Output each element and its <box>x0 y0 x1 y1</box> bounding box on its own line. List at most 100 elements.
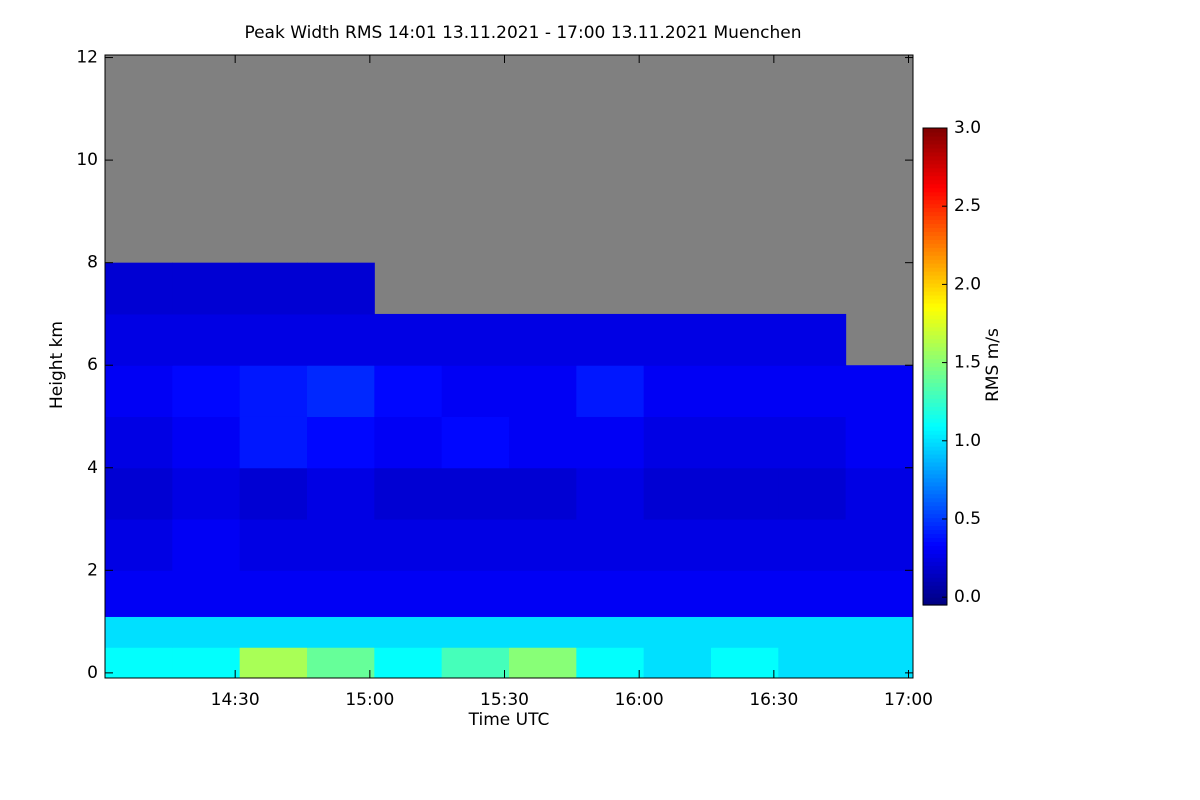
colorbar-segment <box>923 533 947 539</box>
colorbar-segment <box>923 183 947 189</box>
colorbar-segment <box>923 402 947 407</box>
colorbar-segment <box>923 390 947 395</box>
heatmap-cell <box>239 570 308 617</box>
heatmap-cell <box>509 519 577 571</box>
colorbar-segment <box>923 422 947 427</box>
colorbar-segment <box>923 287 947 292</box>
colorbar-segment <box>923 449 947 455</box>
colorbar-segment <box>923 342 947 348</box>
colorbar-segment <box>923 473 947 479</box>
heatmap-cell <box>441 416 510 469</box>
heatmap-cell <box>643 313 712 366</box>
colorbar-segment <box>923 279 947 284</box>
colorbar-segment <box>923 251 947 256</box>
heatmap-cell <box>374 313 443 366</box>
heatmap-cell <box>307 616 375 648</box>
heatmap-cell <box>778 313 847 366</box>
colorbar-segment <box>923 187 947 193</box>
colorbar-segment <box>923 426 947 431</box>
colorbar-segment <box>923 418 947 423</box>
heatmap-cell <box>105 365 173 417</box>
heatmap-cell <box>576 467 645 520</box>
colorbar-segment <box>923 175 947 181</box>
colorbar-segment <box>923 151 947 157</box>
heatmap-cell <box>441 313 510 366</box>
heatmap-cell <box>711 647 779 679</box>
heatmap-cell <box>172 519 241 571</box>
heatmap-cell <box>374 467 443 520</box>
colorbar-segment <box>923 585 947 590</box>
colorbar-segment <box>923 382 947 387</box>
heatmap-cell <box>105 519 173 571</box>
heatmap-cell <box>845 570 914 617</box>
heatmap-cell <box>105 262 173 315</box>
colorbar-segment <box>923 370 947 376</box>
colorbar-segment <box>923 167 947 173</box>
heatmap-cell <box>643 519 712 571</box>
colorbar-segment <box>923 326 947 332</box>
colorbar-tick-label: 2.5 <box>954 196 981 216</box>
heatmap-cell <box>441 467 510 520</box>
x-tick-label: 16:00 <box>615 690 664 710</box>
colorbar-segment <box>923 191 947 197</box>
chart-title: Peak Width RMS 14:01 13.11.2021 - 17:00 … <box>244 23 801 43</box>
heatmap-cell <box>239 616 308 648</box>
heatmap-cell <box>172 313 241 366</box>
heatmap-cell <box>172 467 241 520</box>
colorbar-segment <box>923 195 947 201</box>
heatmap-cell <box>172 570 241 617</box>
colorbar-segment <box>923 394 947 399</box>
colorbar-segment <box>923 219 947 224</box>
colorbar-segment <box>923 557 947 562</box>
heatmap-cell <box>307 365 375 417</box>
colorbar-segment <box>923 275 947 280</box>
heatmap-cell <box>643 616 712 648</box>
colorbar-segment <box>923 573 947 578</box>
heatmap-cell <box>711 519 779 571</box>
colorbar-segment <box>923 135 947 141</box>
colorbar-segment <box>923 465 947 471</box>
heatmap-cell <box>643 647 712 679</box>
y-tick-label: 2 <box>87 560 98 580</box>
colorbar-segment <box>923 469 947 475</box>
heatmap-cell <box>711 467 779 520</box>
colorbar-segment <box>923 378 947 383</box>
colorbar-segment <box>923 330 947 336</box>
colorbar-segment <box>923 310 947 316</box>
heatmap-cell <box>307 570 375 617</box>
y-tick-label: 10 <box>76 150 98 170</box>
colorbar-segment <box>923 322 947 328</box>
heatmap-cell <box>643 467 712 520</box>
colorbar-segment <box>923 271 947 276</box>
heatmap-cell <box>711 416 779 469</box>
colorbar-segment <box>923 477 947 483</box>
heatmap-cell <box>105 467 173 520</box>
y-tick-label: 12 <box>76 48 98 68</box>
heatmap-cell <box>239 313 308 366</box>
colorbar-segment <box>923 354 947 360</box>
colorbar-frame <box>922 127 948 606</box>
heatmap-cell <box>509 365 577 417</box>
colorbar-tick-label: 0.5 <box>954 509 981 529</box>
colorbar-segment <box>923 223 947 228</box>
colorbar-segment <box>923 525 947 531</box>
heatmap-cell <box>105 416 173 469</box>
heatmap-cell <box>845 519 914 571</box>
heatmap-cell <box>509 647 577 679</box>
colorbar-segment <box>923 128 947 133</box>
colorbar-segment <box>923 131 947 137</box>
colorbar-segment <box>923 179 947 185</box>
heatmap-cell <box>307 416 375 469</box>
heatmap-cell <box>509 313 577 366</box>
heatmap-cell <box>374 570 443 617</box>
heatmap-cell <box>239 647 308 679</box>
heatmap-cell <box>105 616 173 648</box>
colorbar-segment <box>923 581 947 586</box>
heatmap-cell <box>643 416 712 469</box>
heatmap-cell <box>441 570 510 617</box>
heatmap-cell <box>172 365 241 417</box>
colorbar-segment <box>923 366 947 372</box>
colorbar-segment <box>923 461 947 467</box>
heatmap-cell <box>307 467 375 520</box>
colorbar-segment <box>923 314 947 320</box>
